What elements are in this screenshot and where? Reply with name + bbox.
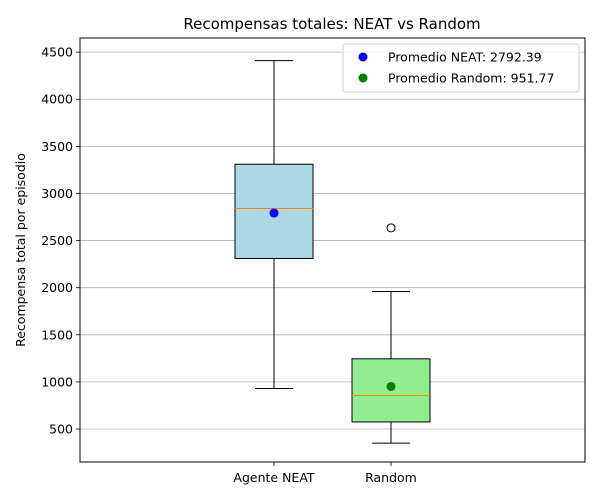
box-series <box>234 60 431 444</box>
x-axis: Agente NEAT Random <box>233 462 417 485</box>
outlier-point <box>386 223 396 233</box>
grid-lines <box>80 51 585 430</box>
y-axis: 500 1000 1500 2000 2500 3000 3500 4000 4500 <box>41 45 80 437</box>
y-tick-label: 2500 <box>41 233 73 248</box>
x-tick-label: Random <box>365 470 417 485</box>
mean-point <box>269 208 279 218</box>
y-tick-label: 1500 <box>41 327 73 342</box>
box-group <box>234 60 314 390</box>
legend-frame <box>342 43 580 93</box>
y-tick-label: 500 <box>49 422 73 437</box>
y-tick-label: 4500 <box>41 45 73 60</box>
legend-label: Promedio NEAT: 2792.39 <box>388 50 542 65</box>
legend-label: Promedio Random: 951.77 <box>388 71 554 86</box>
y-tick-label: 4000 <box>41 92 73 107</box>
y-tick-label: 1000 <box>41 374 73 389</box>
legend-marker <box>358 73 368 83</box>
legend-marker <box>358 52 368 62</box>
y-tick-label: 3000 <box>41 186 73 201</box>
chart-title: Recompensas totales: NEAT vs Random <box>183 15 480 33</box>
y-tick-label: 2000 <box>41 280 73 295</box>
box-group <box>351 223 431 444</box>
mean-point <box>386 381 396 391</box>
y-axis-title: Recompensa total por episodio <box>13 153 28 347</box>
legend: Promedio NEAT: 2792.39 Promedio Random: 9… <box>342 43 580 93</box>
plot-area-frame <box>79 37 586 463</box>
y-tick-label: 3500 <box>41 139 73 154</box>
x-tick-label: Agente NEAT <box>233 470 314 485</box>
